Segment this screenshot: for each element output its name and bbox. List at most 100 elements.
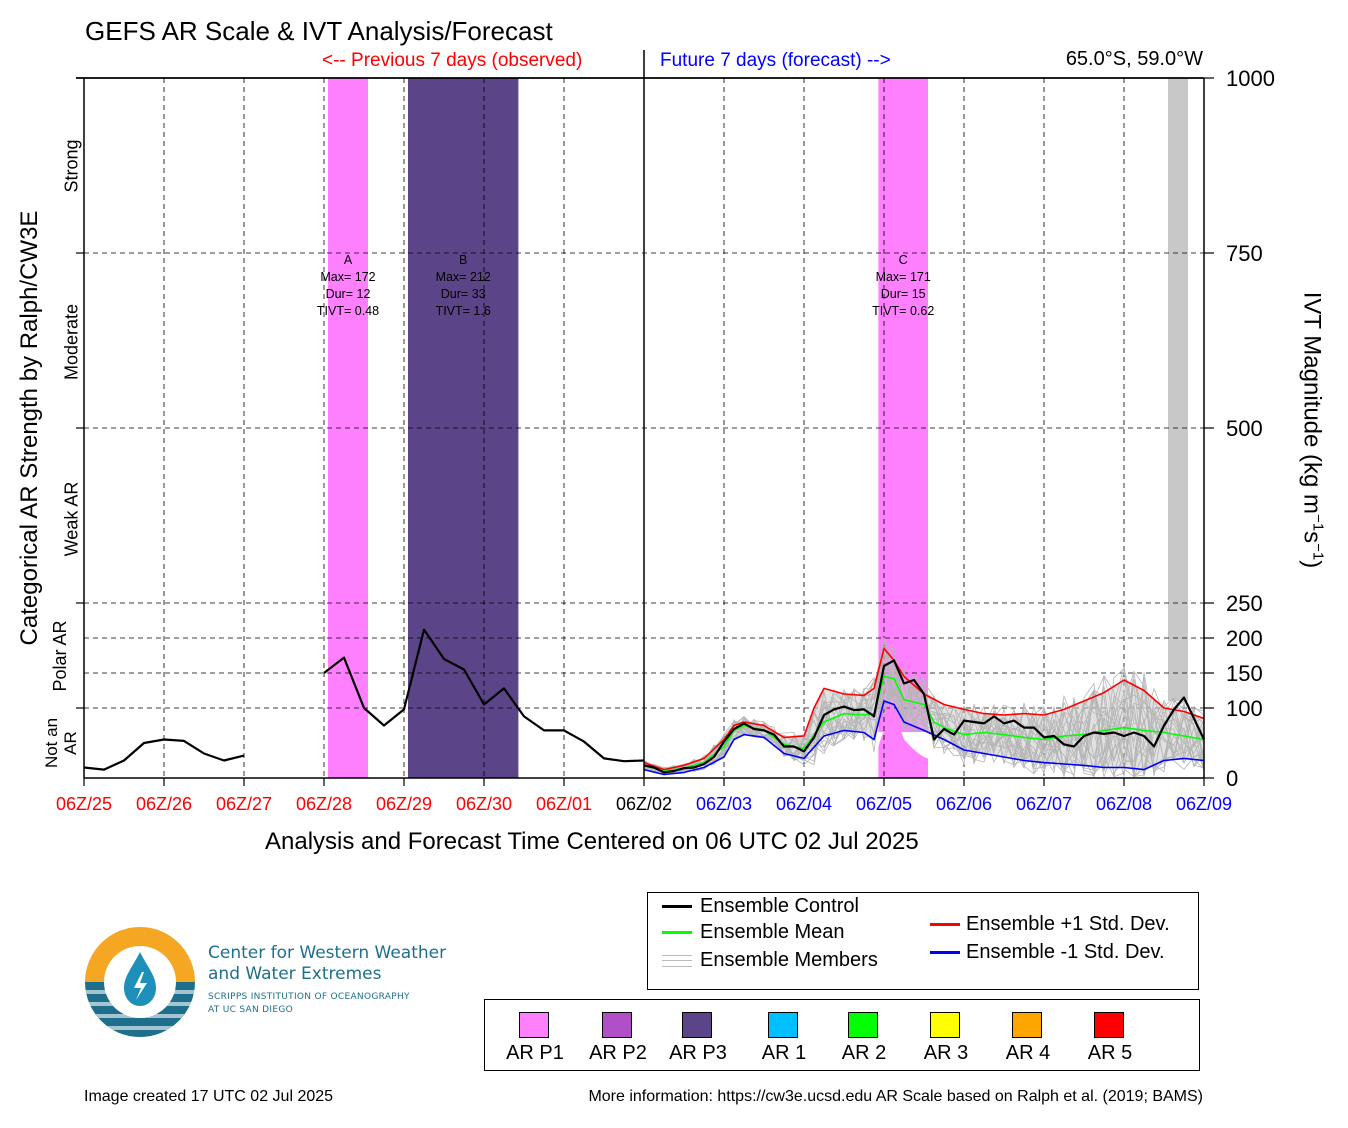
ar-annotation-c: Dur= 15 xyxy=(881,287,926,301)
gray-band xyxy=(1168,78,1188,701)
legend-swatch-ar-p3 xyxy=(682,1012,712,1038)
cw3e-logo-emblem xyxy=(85,927,195,1037)
ar-annotation-c: TIVT= 0.62 xyxy=(872,304,934,318)
x-tick-label: 06Z/07 xyxy=(1016,794,1072,814)
ensemble-member-line xyxy=(643,688,1205,778)
x-tick-label: 06Z/30 xyxy=(456,794,512,814)
legend-mean-label: Ensemble Mean xyxy=(700,921,845,943)
legend-swatch-label: AR 5 xyxy=(1087,1042,1133,1064)
y-tick-label: 100 xyxy=(1226,696,1263,721)
footer-created: Image created 17 UTC 02 Jul 2025 xyxy=(84,1088,334,1105)
x-axis-title: Analysis and Forecast Time Centered on 0… xyxy=(265,828,919,855)
y-tick-label: 750 xyxy=(1226,241,1263,266)
logo-text-line3: SCRIPPS INSTITUTION OF OCEANOGRAPHY xyxy=(208,992,410,1002)
y-right-title-end: ) xyxy=(1298,560,1326,569)
ar-band-c xyxy=(878,78,928,732)
y-right-title-sup1: −1 xyxy=(1309,514,1327,532)
x-tick-label: 06Z/08 xyxy=(1096,794,1152,814)
legend-swatch-label: AR 1 xyxy=(761,1042,807,1064)
y-right-title-base: IVT Magnitude (kg m xyxy=(1298,291,1326,515)
legend-swatch-ar-1 xyxy=(768,1012,798,1038)
header-previous-days: <-- Previous 7 days (observed) xyxy=(322,50,583,71)
axes xyxy=(76,50,1214,786)
ar-annotation-a: Max= 172 xyxy=(320,270,375,284)
x-tick-label: 06Z/25 xyxy=(56,794,112,814)
x-tick-label: 06Z/06 xyxy=(936,794,992,814)
category-polar: Polar AR xyxy=(50,620,70,692)
y-tick-label: 250 xyxy=(1226,591,1263,616)
series-lines xyxy=(83,628,1205,776)
series-ensemble-control-seg1 xyxy=(323,628,645,763)
x-tick-label: 06Z/26 xyxy=(136,794,192,814)
ar-annotation-a: TIVT= 0.48 xyxy=(317,304,379,318)
legend-mean-swatch xyxy=(662,931,692,934)
x-tick-label: 06Z/04 xyxy=(776,794,832,814)
ar-annotation-c: Max= 171 xyxy=(876,270,931,284)
legend-swatch-ar-2 xyxy=(848,1012,878,1038)
legend-minus-std-label: Ensemble -1 Std. Dev. xyxy=(966,941,1165,963)
ensemble-member-line xyxy=(643,681,1205,777)
footer-info: More information: https://cw3e.ucsd.edu … xyxy=(588,1088,1203,1105)
x-tick-label: 06Z/09 xyxy=(1176,794,1232,814)
legend-plus-std-swatch xyxy=(930,923,960,926)
series-ensemble-mean-seg0 xyxy=(643,675,1205,772)
x-tick-label: 06Z/02 xyxy=(616,794,672,814)
logo-text-line4: AT UC SAN DIEGO xyxy=(208,1005,294,1015)
legend-members-label: Ensemble Members xyxy=(700,949,878,971)
legend-swatch-label: AR 2 xyxy=(841,1042,887,1064)
legend-members-swatch xyxy=(662,955,692,967)
category-moderate: Moderate xyxy=(61,303,82,381)
ar-annotation-a: Dur= 12 xyxy=(326,287,371,301)
legend-swatch-label: AR P2 xyxy=(589,1042,647,1064)
category-weak: Weak AR xyxy=(61,481,82,557)
x-tick-label: 06Z/28 xyxy=(296,794,352,814)
x-tick-label: 06Z/29 xyxy=(376,794,432,814)
forecast-ar-band-lower xyxy=(878,721,928,778)
cw3e-logo xyxy=(84,926,196,1038)
legend-plus-std-label: Ensemble +1 Std. Dev. xyxy=(966,913,1170,935)
y-tick-label: 1000 xyxy=(1226,66,1275,91)
y-axis-right-title: IVT Magnitude (kg m−1s−1) xyxy=(1298,292,1327,569)
location-label: 65.0°S, 59.0°W xyxy=(1065,48,1203,70)
series-ensemble-1-std-dev--seg0 xyxy=(643,700,1205,776)
logo-text-line1: Center for Western Weather xyxy=(208,943,447,963)
ar-annotation-b: TIVT= 1.6 xyxy=(436,304,491,318)
y-tick-label: 150 xyxy=(1226,661,1263,686)
y-axis-left-title: Categorical AR Strength by Ralph/CW3E xyxy=(16,210,43,646)
ar-annotation-c: C xyxy=(899,253,908,267)
legend-swatch-label: AR P1 xyxy=(506,1042,564,1064)
legend-swatch-ar-p2 xyxy=(602,1012,632,1038)
ar-annotation-b: Dur= 33 xyxy=(441,287,486,301)
category-not-ar: Not an AR xyxy=(42,717,80,769)
x-tick-label: 06Z/05 xyxy=(856,794,912,814)
x-tick-label: 06Z/27 xyxy=(216,794,272,814)
tick-labels: 06Z/25 06Z/26 06Z/27 06Z/28 06Z/29 06Z/30 06Z/… xyxy=(56,66,1275,814)
x-tick-label: 06Z/01 xyxy=(536,794,592,814)
ar-annotations: A Max= 172 Dur= 12 TIVT= 0.48 B Max= 212 Dur= … xyxy=(317,253,934,318)
y-tick-label: 500 xyxy=(1226,416,1263,441)
ar-annotation-b: B xyxy=(459,253,467,267)
ensemble-member-line xyxy=(643,647,1205,775)
category-strong: Strong xyxy=(61,139,82,193)
legend-control-swatch xyxy=(662,905,692,908)
chart-title: GEFS AR Scale & IVT Analysis/Forecast xyxy=(85,16,553,46)
series-ensemble-control-seg0 xyxy=(83,738,245,771)
legend-swatch-ar-p1 xyxy=(519,1012,549,1038)
header-future-days: Future 7 days (forecast) --> xyxy=(660,50,891,71)
ensemble-member-line xyxy=(643,650,1205,773)
ar-annotation-b: Max= 212 xyxy=(436,270,491,284)
logo-text-line2: and Water Extremes xyxy=(208,964,382,984)
legend-lines-box: Ensemble Control Ensemble Mean Ensemble … xyxy=(647,892,1199,990)
legend-swatch-label: AR P3 xyxy=(669,1042,727,1064)
y-right-title-mid: s xyxy=(1298,531,1326,544)
y-tick-label: 0 xyxy=(1226,766,1238,791)
series-ensemble-control-seg2 xyxy=(643,659,1205,774)
x-tick-label: 06Z/03 xyxy=(696,794,752,814)
legend-swatch-label: AR 4 xyxy=(1005,1042,1051,1064)
legend-swatch-ar-5 xyxy=(1094,1012,1124,1038)
legend-minus-std-swatch xyxy=(930,951,960,954)
y-right-title-sup2: −1 xyxy=(1309,543,1327,561)
ar-annotation-a: A xyxy=(344,253,353,267)
legend-control-label: Ensemble Control xyxy=(700,895,859,917)
